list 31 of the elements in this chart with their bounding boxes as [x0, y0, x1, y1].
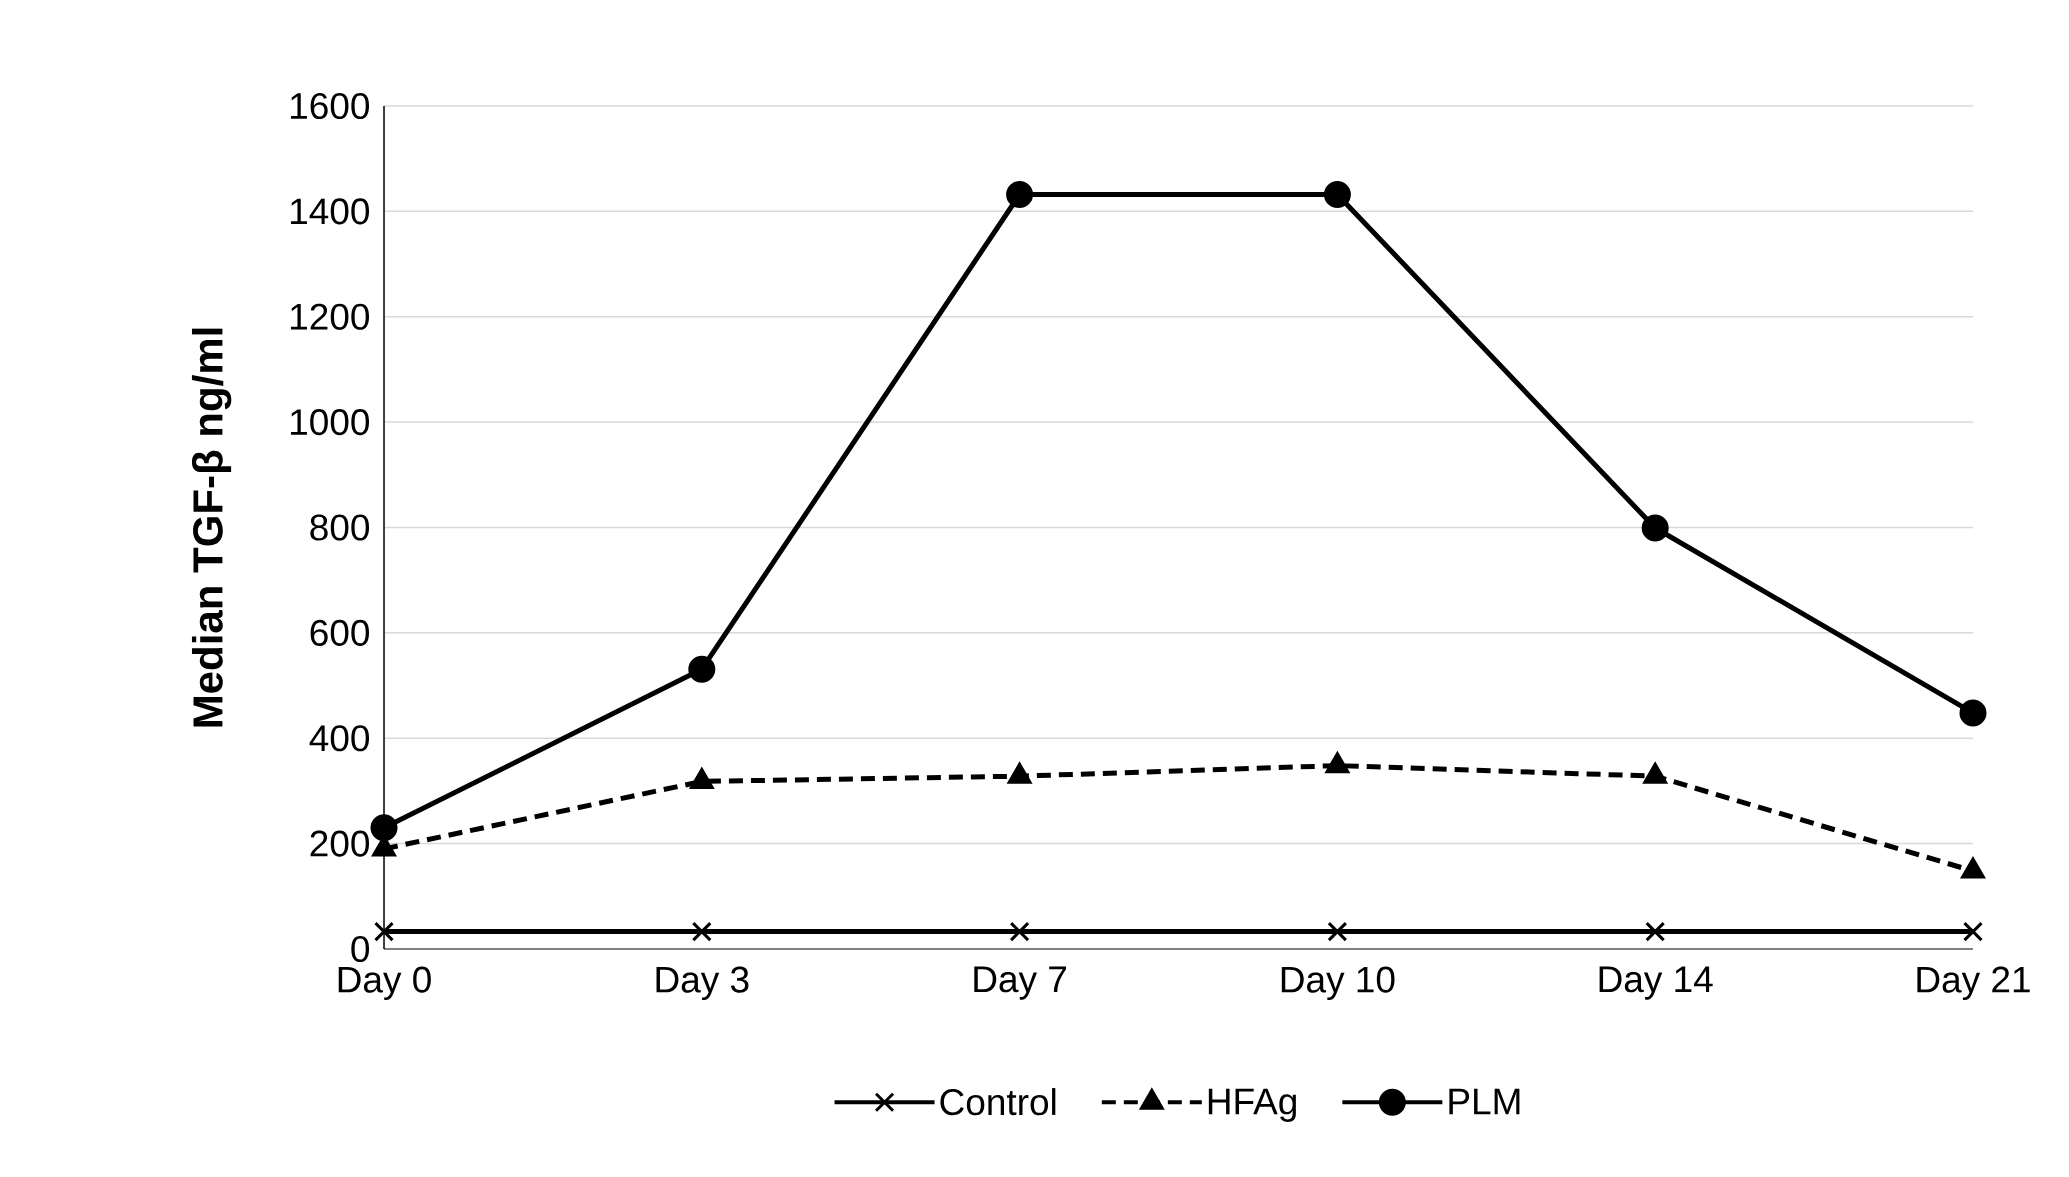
point [1641, 514, 1669, 542]
legend-label: Control [940, 1088, 1056, 1116]
legend-label: PLM [1449, 1088, 1520, 1115]
point [1327, 921, 1348, 942]
x-tick-label: Day 21 [1917, 966, 2030, 1001]
x-tick-label: Day 14 [1599, 966, 1713, 1000]
y-tick-label: 600 [310, 619, 370, 646]
y-tick-label: 400 [309, 725, 370, 752]
point [1963, 921, 1983, 942]
point [1006, 181, 1034, 208]
point [1009, 921, 1030, 942]
x-tick-label: Day 3 [656, 966, 749, 1001]
point [691, 921, 712, 942]
y-tick-label: 1600 [290, 92, 370, 120]
x-tick-label: Day 10 [1281, 966, 1395, 1001]
point [1323, 181, 1351, 208]
point [1959, 699, 1987, 727]
y-tick-label: 200 [310, 830, 370, 857]
y-tick-label: 800 [310, 514, 370, 541]
y-tick-label: 1000 [290, 409, 370, 436]
y-tick-label: 1400 [290, 198, 370, 225]
point [370, 814, 398, 842]
x-tick-label: Day 0 [338, 966, 431, 1001]
legend-label: HFAg [1208, 1088, 1296, 1122]
point [688, 655, 716, 683]
x-tick-label: Day 7 [974, 966, 1067, 1000]
y-axis-title: Median TGF-β ng/ml [191, 328, 232, 727]
point [374, 921, 394, 942]
y-tick-label: 1200 [290, 303, 370, 330]
y-tick-label: 0 [351, 935, 370, 963]
point [1645, 921, 1666, 942]
